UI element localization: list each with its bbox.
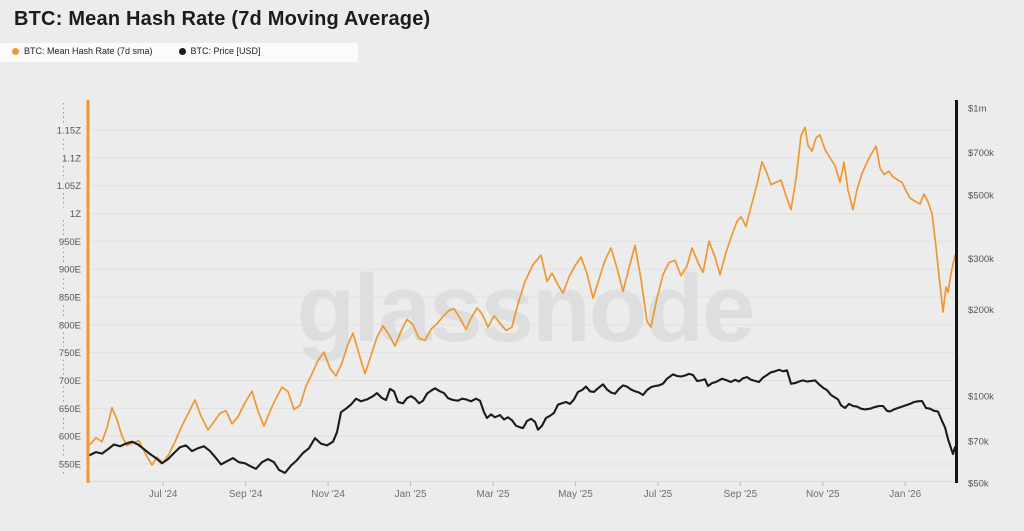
left-axis-bar [86, 100, 90, 483]
svg-text:$1m: $1m [968, 104, 987, 115]
watermark: glassnode [297, 255, 754, 362]
svg-text:600E: 600E [59, 432, 81, 443]
right-axis-bar [955, 100, 958, 483]
svg-text:Jul '24: Jul '24 [149, 489, 178, 500]
svg-text:$200k: $200k [968, 305, 994, 316]
svg-text:May '25: May '25 [558, 489, 593, 500]
legend-label-hash-rate: BTC: Mean Hash Rate (7d sma) [24, 46, 153, 56]
svg-text:$500k: $500k [968, 190, 994, 201]
svg-text:Jan '25: Jan '25 [395, 489, 427, 500]
svg-text:850E: 850E [59, 292, 81, 303]
legend-item-price[interactable]: BTC: Price [USD] [178, 46, 261, 56]
svg-text:1Z: 1Z [70, 209, 81, 220]
svg-text:Sep '24: Sep '24 [229, 489, 263, 500]
svg-text:900E: 900E [59, 265, 81, 276]
svg-text:1.15Z: 1.15Z [57, 125, 81, 136]
svg-text:750E: 750E [59, 348, 81, 359]
svg-text:$70k: $70k [968, 436, 989, 447]
chart-legend: BTC: Mean Hash Rate (7d sma) BTC: Price … [12, 46, 261, 56]
svg-text:700E: 700E [59, 376, 81, 387]
svg-text:800E: 800E [59, 320, 81, 331]
svg-text:Sep '25: Sep '25 [724, 489, 758, 500]
chart-title: BTC: Mean Hash Rate (7d Moving Average) [14, 8, 431, 30]
svg-text:550E: 550E [59, 460, 81, 471]
svg-text:1.1Z: 1.1Z [62, 153, 81, 164]
svg-text:$50k: $50k [968, 478, 989, 489]
svg-text:Nov '24: Nov '24 [311, 489, 345, 500]
hash-rate-line[interactable] [89, 126, 956, 466]
svg-text:$100k: $100k [968, 392, 994, 403]
svg-text:Mar '25: Mar '25 [476, 489, 509, 500]
x-axis-labels: Jul '24 Sep '24 Nov '24 Jan '25 Mar '25 May '… [149, 481, 922, 500]
y-axis-left-labels: 550E 600E 650E 700E 750E 800E 850E 900E 950E 1Z 1.… [50, 123, 82, 471]
svg-text:$300k: $300k [968, 254, 994, 265]
legend-dot-hash-rate-icon [12, 47, 19, 55]
svg-text:650E: 650E [59, 404, 81, 415]
svg-text:Jan '26: Jan '26 [889, 489, 921, 500]
gridlines [90, 129, 955, 465]
svg-text:Nov '25: Nov '25 [806, 489, 840, 500]
svg-text:950E: 950E [59, 237, 81, 248]
y-axis-right-labels: $1m $700k $500k $300k $200k $100k $70k $50k [968, 104, 994, 490]
svg-text:Jul '25: Jul '25 [644, 489, 673, 500]
svg-text:1.05Z: 1.05Z [57, 181, 81, 192]
price-line[interactable] [88, 368, 957, 474]
legend-item-hash-rate[interactable]: BTC: Mean Hash Rate (7d sma) [12, 46, 153, 56]
legend-dot-price-icon [178, 47, 186, 55]
legend-label-price: BTC: Price [USD] [190, 46, 261, 56]
svg-text:$700k: $700k [968, 148, 994, 159]
